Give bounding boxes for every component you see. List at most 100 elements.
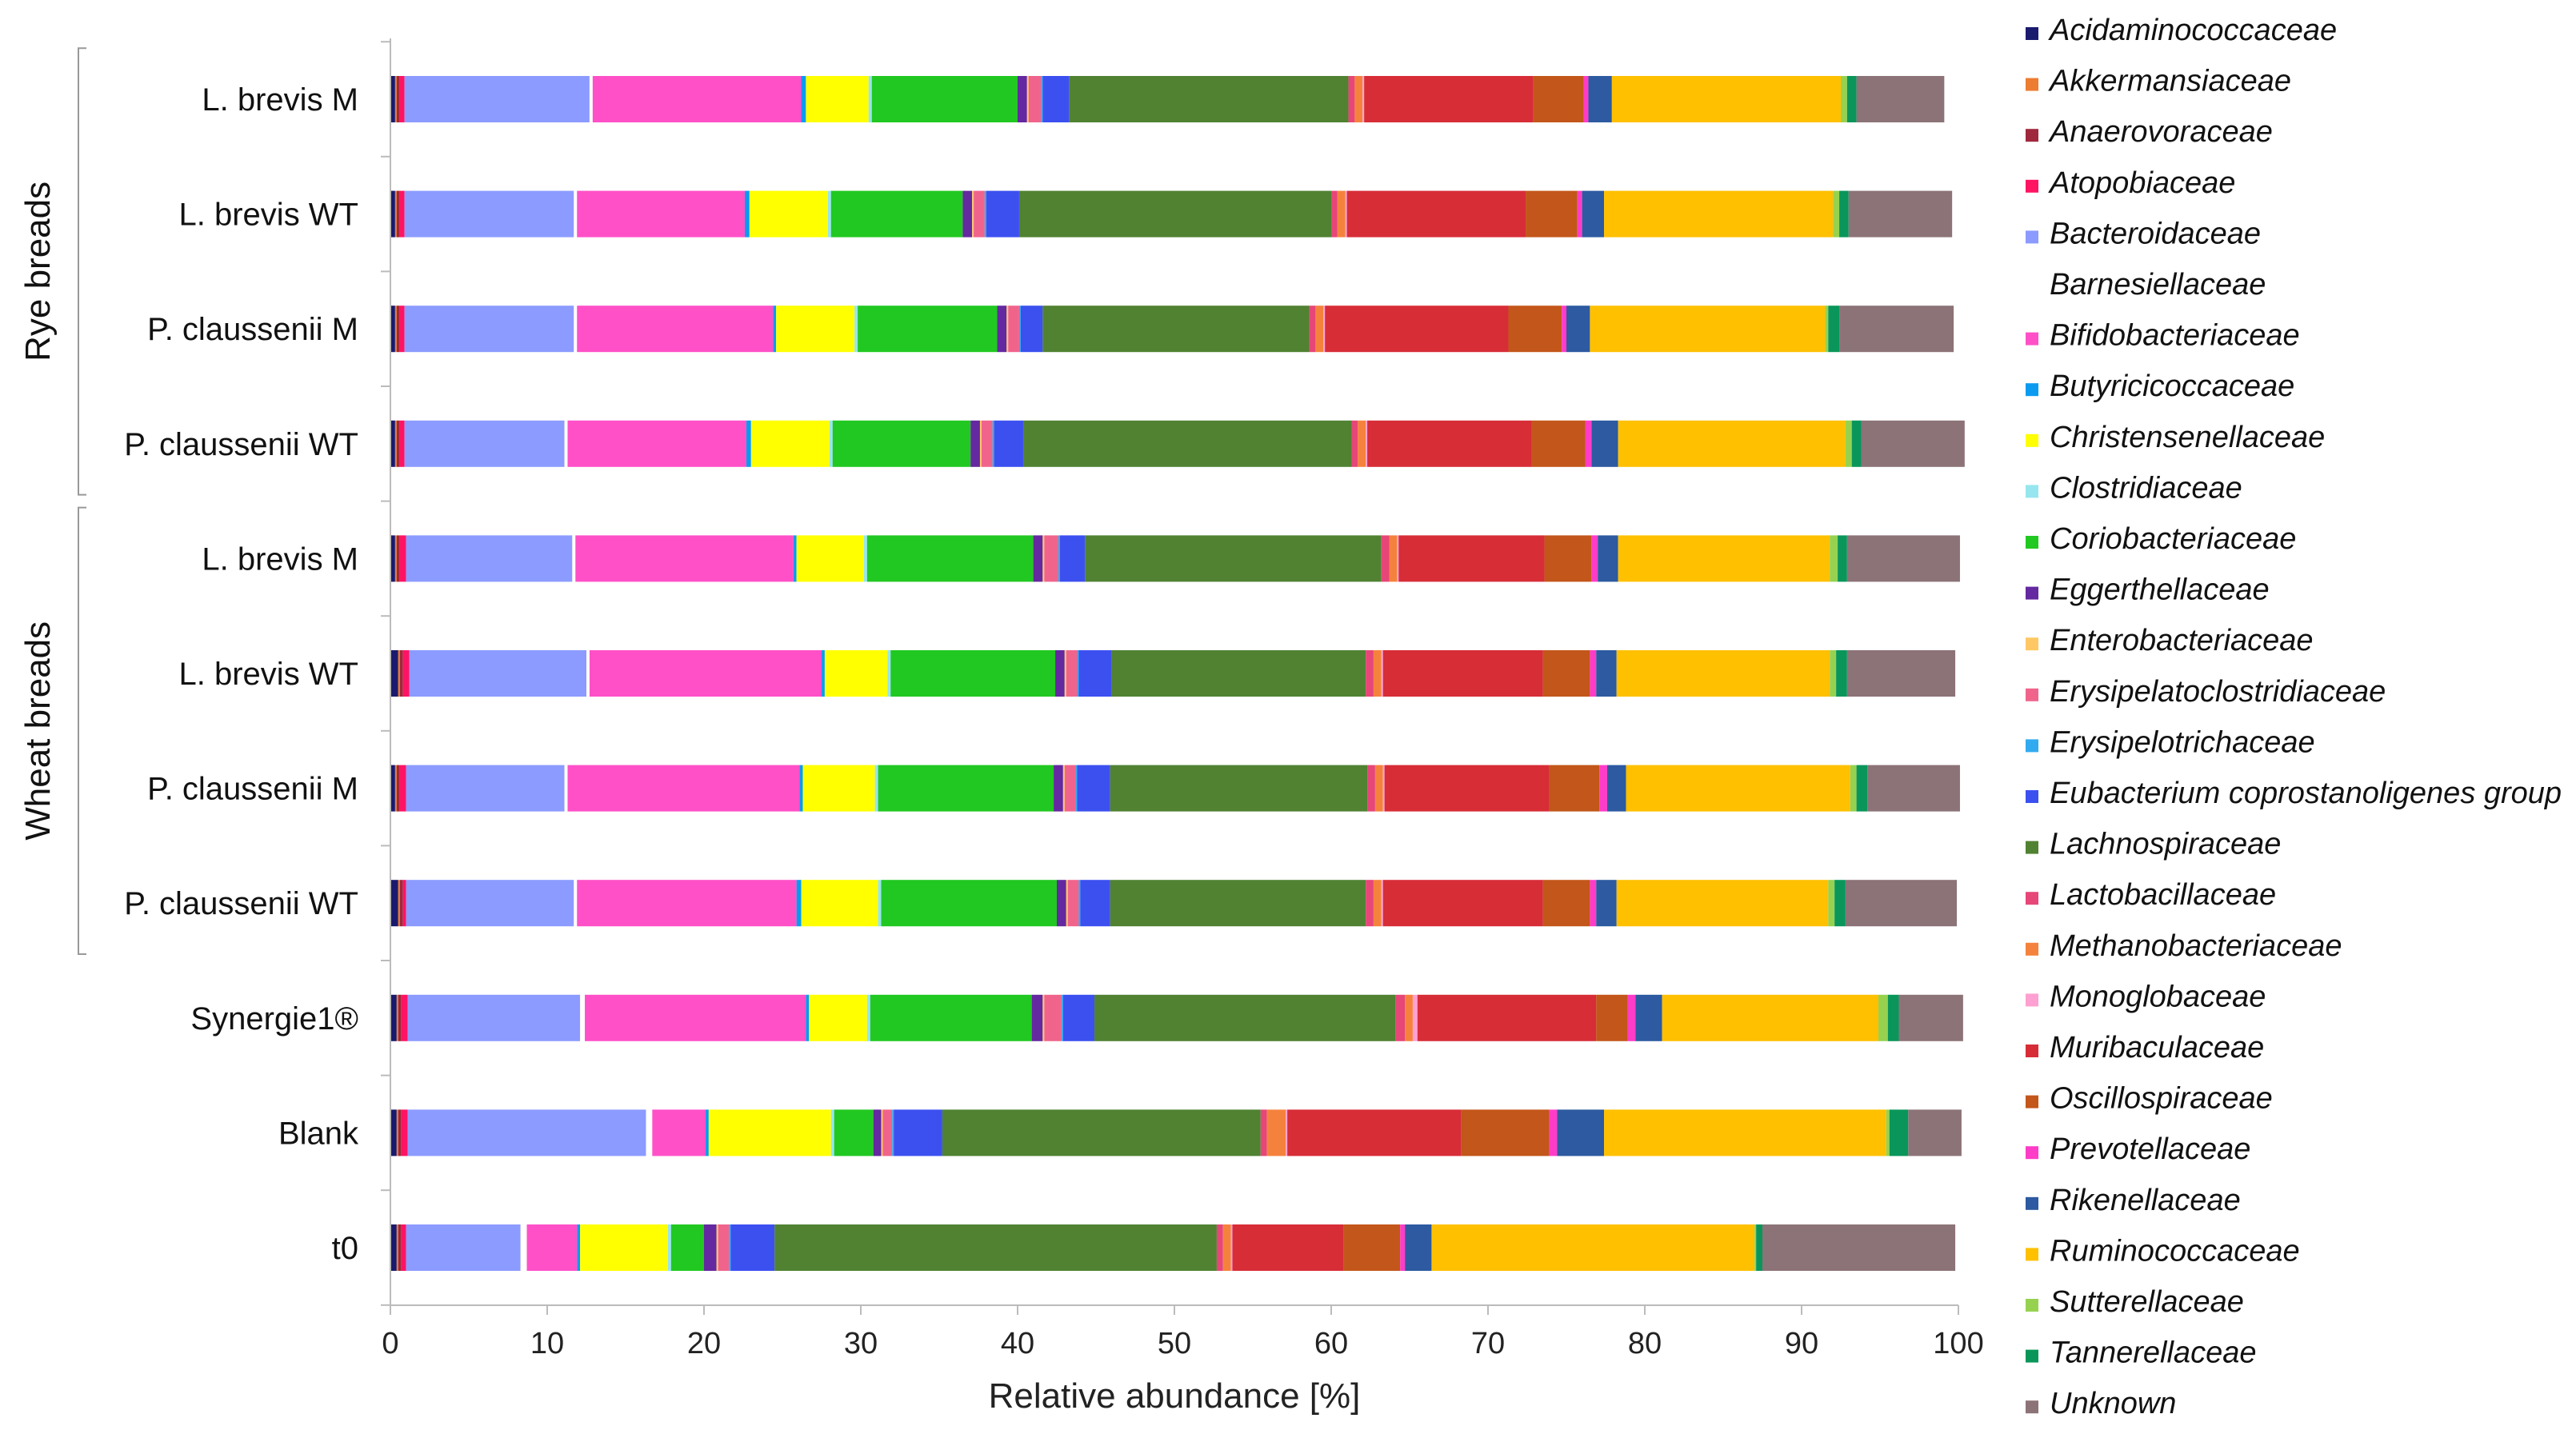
category-label: L. brevis WT [179, 198, 358, 233]
bar-segment [796, 535, 864, 582]
bar-segment [750, 420, 830, 467]
bar-segment [394, 420, 397, 467]
bar-segment [390, 1109, 397, 1156]
bar-segment [406, 1224, 521, 1271]
bar-segment [404, 420, 565, 467]
bar-segment [396, 190, 400, 238]
legend-label: Muribaculaceae [2050, 1031, 2264, 1065]
bar-segment [827, 190, 831, 238]
x-tick-label: 20 [687, 1327, 721, 1360]
bar-segment [390, 880, 398, 927]
bar-segment [1590, 306, 1826, 353]
bar-segment [574, 190, 578, 238]
bar-segment [979, 420, 982, 467]
bar-segment [868, 76, 872, 122]
legend-label: Ruminococcaceae [2050, 1234, 2300, 1268]
bar-segment [1412, 994, 1418, 1041]
legend-swatch [2026, 129, 2038, 142]
category-label: t0 [332, 1231, 358, 1266]
bar-segment [1058, 535, 1060, 582]
category-label: L. brevis M [202, 541, 358, 577]
bar-segment [567, 765, 800, 812]
bar-segment [1354, 76, 1363, 122]
bar-segment [1833, 190, 1840, 238]
bar-segment [1260, 1109, 1267, 1156]
bar-segment [394, 765, 397, 812]
legend-label: Acidaminococcaceae [2048, 14, 2337, 47]
bar-segment [1346, 190, 1526, 238]
bar-segment [1583, 76, 1589, 122]
bar-segment [1343, 1224, 1401, 1271]
legend-label: Rikenellaceae [2050, 1184, 2241, 1217]
bar-segment [667, 1224, 671, 1271]
bar-segment [1367, 420, 1532, 467]
bar-segment [994, 420, 1024, 467]
bar-segment [1364, 76, 1534, 122]
legend-swatch [2026, 1248, 2038, 1261]
bar-segment [1381, 650, 1383, 697]
bar-segment [396, 1109, 398, 1156]
bar-segment [1588, 76, 1612, 122]
bar-segment [577, 306, 774, 353]
bar-segment [1042, 306, 1310, 353]
category-label: L. brevis M [202, 82, 358, 118]
bar-segment [589, 76, 593, 122]
bar-segment [1028, 76, 1042, 122]
bar-segment [399, 190, 405, 238]
bar-segment [1889, 1109, 1909, 1156]
bar-segment [1044, 994, 1062, 1041]
legend-swatch [2026, 1400, 2038, 1414]
bar-segment [863, 535, 867, 582]
bar-segment [390, 994, 397, 1041]
bar-segment [592, 76, 802, 122]
bar-segment [1878, 994, 1888, 1041]
legend-swatch [2026, 485, 2038, 498]
bar-segment [1627, 994, 1636, 1041]
legend-label: Eggerthellaceae [2050, 573, 2270, 607]
legend-label: Bifidobacteriaceae [2050, 319, 2300, 353]
bar-segment [1348, 76, 1355, 122]
bar-segment [1596, 880, 1617, 927]
bar-segment [670, 1224, 704, 1271]
bar-segment [1830, 650, 1837, 697]
bar-segment [890, 650, 1056, 697]
axes-layer: L. brevis M L. brevis WT P. claussenii M P.… [18, 38, 1984, 1416]
bar-segment [396, 535, 400, 582]
category-label: P. claussenii M [147, 772, 358, 807]
bar-segment [1400, 1224, 1406, 1271]
legend-swatch [2026, 536, 2038, 549]
bar-segment [1395, 994, 1406, 1041]
legend-swatch [2026, 230, 2038, 244]
bar-segment [1337, 190, 1346, 238]
bar-segment [1054, 765, 1063, 812]
bar-segment [1611, 76, 1841, 122]
bar-segment [974, 190, 985, 238]
bar-segment [407, 1109, 646, 1156]
bar-segment [1591, 535, 1598, 582]
legend-swatch [2026, 1095, 2038, 1108]
bar-segment [1382, 880, 1543, 927]
bar-segment [716, 1224, 718, 1271]
bar-segment [1562, 306, 1566, 353]
bar-segment [1544, 535, 1592, 582]
bar-segment [1856, 76, 1945, 122]
bar-segment [704, 1224, 717, 1271]
category-label: P. claussenii M [147, 312, 358, 347]
bar-segment [830, 1109, 834, 1156]
legend-label: Enterobacteriaceae [2050, 624, 2314, 657]
bar-segment [1042, 535, 1045, 582]
bar-segment [1366, 420, 1368, 467]
category-label: P. claussenii WT [124, 427, 358, 462]
bar-segment [577, 1224, 581, 1271]
legend: Acidaminococcaceae Akkermansiaceae Anaerov… [2026, 14, 2562, 1420]
bar-segment [1232, 1224, 1344, 1271]
bar-segment [1286, 1109, 1288, 1156]
bar-segment [1828, 306, 1840, 353]
bar-segment [1867, 765, 1960, 812]
bar-segment [1828, 880, 1835, 927]
x-tick-label: 30 [844, 1327, 878, 1360]
bar-segment [1006, 306, 1009, 353]
bar-segment [1042, 76, 1070, 122]
bar-segment [1848, 190, 1953, 238]
bar-segment [1362, 76, 1365, 122]
